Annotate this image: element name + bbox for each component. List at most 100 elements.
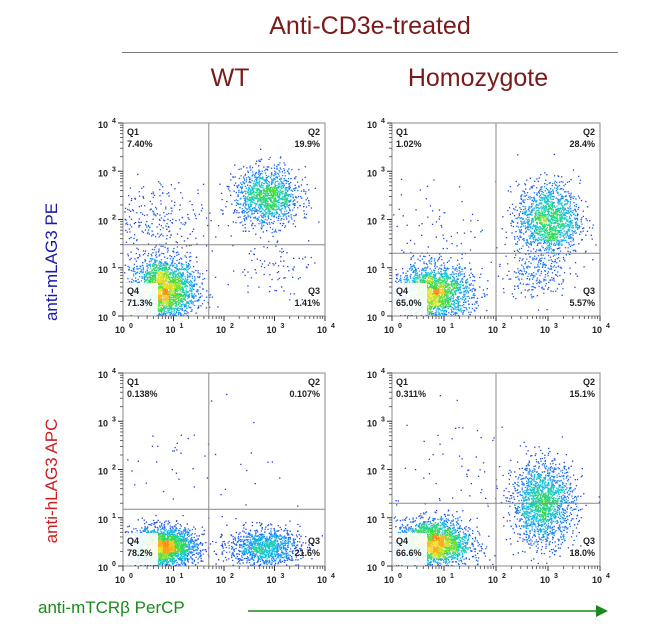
event-dot — [244, 227, 246, 229]
event-dot — [259, 211, 261, 213]
x-tick-label: 10 — [216, 325, 226, 335]
event-dot — [195, 256, 197, 258]
event-dot — [158, 283, 160, 285]
event-dot — [136, 265, 138, 268]
event-dot — [250, 178, 252, 180]
event-dot — [237, 194, 239, 196]
event-dot — [177, 298, 180, 300]
event-dot — [263, 266, 266, 269]
event-dot — [262, 189, 264, 191]
event-dot — [279, 250, 281, 252]
event-dot — [455, 299, 457, 301]
event-dot — [172, 273, 175, 275]
event-dot — [201, 282, 203, 284]
event-dot — [157, 310, 159, 312]
event-dot — [136, 268, 138, 270]
event-dot — [256, 189, 258, 191]
event-dot — [156, 270, 158, 273]
event-dot — [201, 303, 204, 305]
event-dot — [399, 279, 401, 281]
event-dot — [190, 301, 192, 303]
axis-ticks: 10 0 10 1 10 2 10 3 10 410 010 110 210 310 4 — [98, 118, 335, 335]
event-dot — [180, 264, 182, 266]
event-dot — [261, 193, 263, 195]
event-dot — [468, 287, 470, 289]
event-dot — [278, 183, 280, 185]
event-dot — [168, 295, 170, 297]
event-dot — [169, 292, 172, 294]
event-dot — [142, 196, 144, 198]
event-dot — [193, 296, 195, 298]
event-dot — [436, 287, 438, 289]
event-dot — [163, 211, 165, 214]
event-dot — [257, 217, 259, 220]
event-dot — [154, 258, 156, 261]
event-dot — [164, 262, 166, 264]
event-dot — [257, 181, 259, 183]
event-dot — [434, 277, 436, 280]
event-dot — [268, 205, 270, 207]
event-dot — [281, 251, 283, 253]
event-dot — [153, 272, 155, 274]
event-dot — [276, 241, 278, 243]
event-dot — [308, 205, 310, 207]
event-dot — [175, 219, 177, 222]
event-dot — [287, 189, 289, 191]
event-dot — [138, 226, 140, 228]
event-dot — [292, 203, 294, 205]
event-dot — [284, 225, 287, 227]
event-dot — [164, 271, 167, 273]
event-dot — [467, 300, 469, 302]
event-dot — [461, 270, 463, 273]
event-dot — [161, 304, 164, 306]
event-dot — [161, 280, 163, 282]
event-dot — [278, 229, 280, 231]
event-dot — [180, 314, 182, 316]
event-dot — [172, 294, 175, 296]
event-dot — [445, 297, 447, 300]
quadrant-name-q4: Q4 — [127, 286, 139, 296]
event-dot — [264, 260, 266, 262]
event-dot — [402, 272, 404, 274]
event-dot — [158, 301, 161, 303]
event-dot — [168, 268, 170, 271]
event-dot — [174, 266, 176, 269]
event-dot — [284, 187, 286, 189]
event-dot — [169, 303, 171, 305]
event-dot — [154, 276, 156, 278]
event-dot — [198, 293, 200, 295]
event-dot — [269, 274, 271, 276]
event-dot — [269, 206, 271, 208]
event-dot — [288, 168, 290, 170]
event-dot — [268, 203, 271, 205]
event-dot — [448, 285, 450, 287]
event-dot — [411, 282, 413, 284]
event-dot — [184, 255, 186, 257]
event-dot — [267, 203, 270, 206]
event-dot — [165, 298, 167, 300]
event-dot — [148, 282, 150, 284]
event-dot — [295, 196, 297, 198]
event-dot — [268, 183, 270, 185]
event-dot — [269, 208, 271, 210]
event-dot — [426, 290, 428, 293]
event-dot — [265, 180, 267, 182]
event-dot — [303, 217, 305, 219]
event-dot — [171, 308, 173, 310]
event-dot — [284, 195, 286, 198]
event-dot — [431, 298, 433, 300]
event-dot — [278, 201, 280, 203]
event-dot — [162, 284, 164, 287]
event-dot — [180, 305, 183, 308]
event-dot — [172, 303, 175, 305]
event-dot — [266, 187, 268, 190]
event-dot — [255, 205, 257, 207]
event-dot — [167, 311, 169, 314]
event-dot — [179, 283, 181, 285]
event-dot — [432, 286, 435, 288]
event-dot — [150, 208, 152, 210]
event-dot — [167, 294, 169, 296]
event-dot — [146, 276, 149, 278]
event-dot — [169, 296, 171, 298]
event-dot — [305, 213, 308, 215]
